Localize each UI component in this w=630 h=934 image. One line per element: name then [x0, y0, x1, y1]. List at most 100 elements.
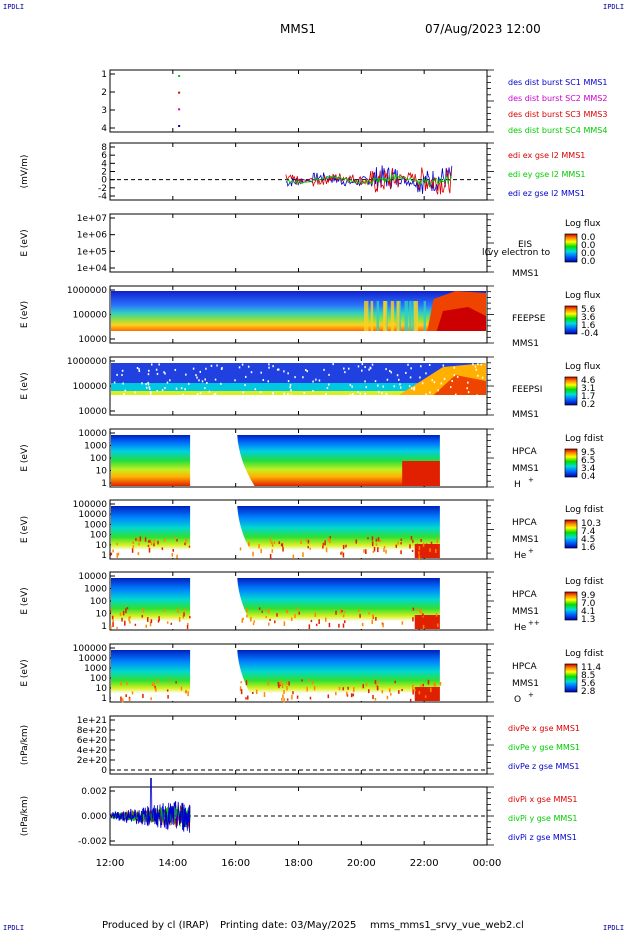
hpca-speckle [121, 698, 124, 703]
feepsi-gap-pixel [122, 382, 124, 385]
feepsi-gap-pixel [150, 392, 152, 395]
feepsi-gap-pixel [357, 390, 359, 393]
legend-entry: divPi x gse MMS1 [508, 795, 577, 804]
hpca-speckle [131, 691, 134, 695]
hpca-speckle [173, 536, 176, 539]
hpca-speckle [427, 679, 430, 685]
y-tick-label: 8 [101, 143, 107, 153]
hpca-speckle [422, 542, 425, 547]
feepsi-gap-pixel [164, 387, 166, 390]
hpca-speckle [246, 614, 248, 618]
hpca-speckle [302, 552, 304, 558]
feepsi-gap-pixel [472, 363, 474, 366]
hpca-speckle [308, 679, 310, 682]
hpca-speckle [125, 694, 127, 698]
header-datetime: 07/Aug/2023 12:00 [425, 22, 541, 36]
y-axis-label: (nPa/km) [20, 796, 30, 836]
colorbar-title: Log fdist [565, 649, 604, 659]
feepsi-gap-pixel [259, 390, 262, 393]
hpca-speckle [397, 541, 399, 545]
hpca-speckle [124, 620, 126, 626]
feepsi-gap-pixel [147, 381, 149, 384]
feepsi-gap-pixel [267, 380, 269, 383]
hpca-spectrogram-block [111, 578, 191, 629]
y-tick-label: 1000 [84, 664, 107, 674]
feepsi-gap-pixel [306, 370, 309, 373]
hpca-speckle [153, 683, 155, 687]
hpca-speckle [419, 623, 422, 628]
feepsi-gap-pixel [453, 366, 456, 369]
y-tick-label: 4 [101, 159, 107, 169]
hpca-speckle [414, 689, 416, 692]
hpca-speckle [343, 611, 346, 614]
feepsi-gap-pixel [247, 365, 250, 368]
hpca-speckle [340, 608, 342, 614]
feepsi-gap-pixel [238, 366, 241, 369]
feepse-streak [409, 301, 412, 331]
y-tick-label: 100 [90, 454, 107, 464]
hpca-speckle [252, 551, 254, 557]
hpca-speckle [258, 607, 261, 610]
hpca-speckle [416, 543, 419, 549]
hpca-speckle [383, 547, 385, 553]
hpca-speckle [166, 689, 169, 692]
legend-entry: divPe y gse MMS1 [508, 743, 580, 752]
hpca-speckle [314, 612, 317, 617]
hpca-speckle [401, 621, 404, 625]
feepsi-gap-pixel [359, 392, 362, 395]
feepsi-gap-pixel [294, 376, 296, 379]
y-axis-label: (nPa/km) [20, 725, 30, 765]
y-tick-label: 1000 [84, 520, 107, 530]
hpca-speckle [112, 622, 114, 628]
hpca-speckle [335, 610, 337, 615]
feepsi-gap-pixel [145, 386, 148, 389]
feepsi-gap-pixel [214, 392, 217, 395]
hpca-speckle [376, 685, 379, 690]
feepsi-gap-pixel [385, 368, 387, 371]
hpca-speckle [309, 547, 312, 550]
feepsi-gap-pixel [429, 391, 431, 394]
feepse-streak [364, 301, 369, 331]
hpca-speckle [342, 552, 345, 558]
burst-point [178, 125, 181, 127]
y-axis-label: (mV/m) [20, 155, 30, 189]
spacecraft-label: MMS1 [512, 339, 539, 349]
feepsi-gap-pixel [302, 376, 304, 379]
hpca-speckle [292, 691, 294, 695]
hpca-speckle [301, 679, 303, 682]
colorbar-tick-label: 10.3 [581, 519, 601, 529]
y-tick-label: 8e+20 [77, 726, 108, 736]
hpca-speckle [422, 624, 425, 629]
spacecraft-label: MMS1 [512, 410, 539, 420]
hpca-speckle [342, 687, 344, 691]
hpca-speckle [151, 681, 154, 687]
hpca-speckle [362, 684, 364, 689]
hpca-speckle [377, 547, 379, 553]
hpca-speckle [418, 690, 421, 695]
y-tick-label: 1000000 [67, 357, 107, 367]
hpca-speckle [365, 682, 368, 686]
colorbar [564, 305, 578, 335]
time-tick-label: 16:00 [221, 858, 250, 869]
hpca-speckle [286, 681, 288, 685]
feepsi-gap-pixel [156, 390, 159, 393]
instrument-label: HPCA [512, 590, 537, 600]
hpca-speckle [274, 620, 276, 624]
hpca-speckle [119, 612, 122, 616]
feepsi-gap-pixel [303, 391, 306, 394]
feepsi-gap-pixel [474, 365, 477, 368]
instrument-label: HPCA [512, 662, 537, 672]
hpca-speckle [375, 682, 378, 687]
hpca-speckle [245, 697, 247, 700]
hpca-speckle [437, 623, 439, 627]
hpca-speckle [410, 536, 413, 540]
hpca-speckle [187, 691, 189, 697]
y-tick-label: 1000 [84, 585, 107, 595]
y-axis-label: E (eV) [20, 516, 30, 543]
hpca-speckle [372, 614, 374, 618]
hpca-speckle [135, 538, 137, 541]
colorbar-tick-label: 1.7 [581, 392, 595, 402]
hpca-speckle [170, 622, 173, 625]
legend-entry: divPe z gse MMS1 [508, 762, 579, 771]
hpca-speckle [137, 552, 140, 556]
